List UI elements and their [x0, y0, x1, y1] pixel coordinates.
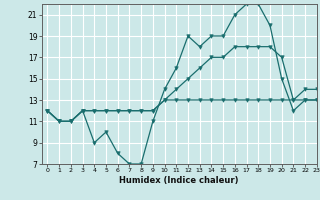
X-axis label: Humidex (Indice chaleur): Humidex (Indice chaleur)	[119, 176, 239, 185]
